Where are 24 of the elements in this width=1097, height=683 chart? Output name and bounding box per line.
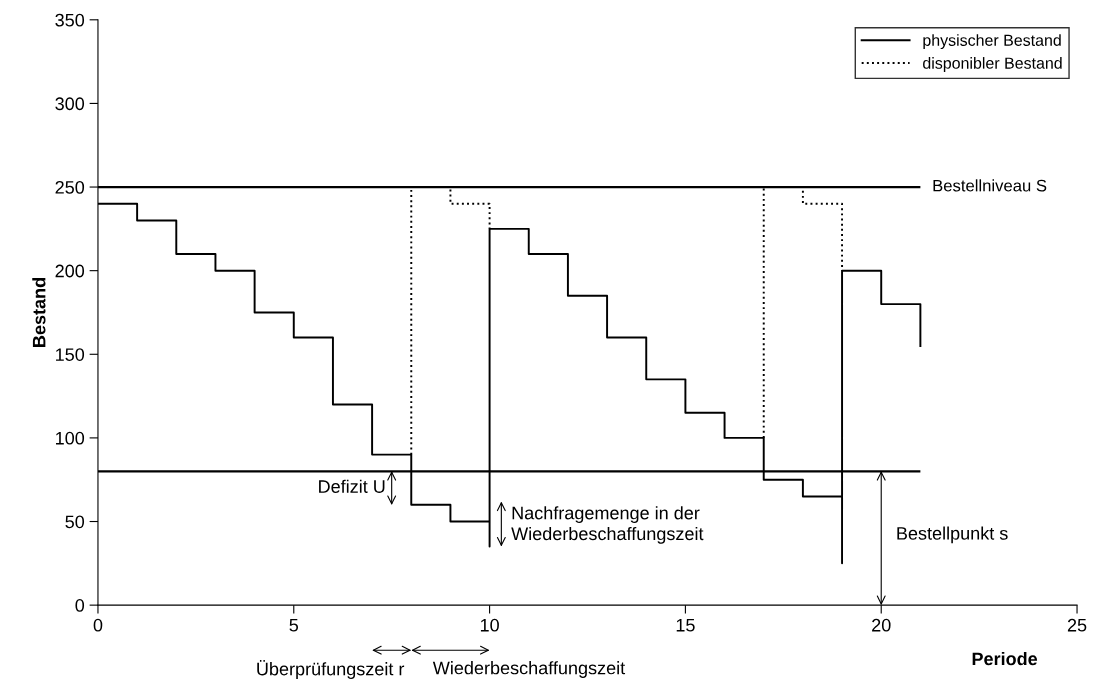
x-tick-label: 10: [480, 618, 499, 632]
y-tick-label: 100: [56, 431, 85, 445]
text: Überprüfungszeit r: [257, 660, 405, 679]
annotation: Bestellpunkt s: [897, 526, 1008, 544]
x-tick-label: 15: [676, 619, 695, 632]
legend-label: disponibler Bestand: [923, 57, 1062, 72]
y-tick-label: 300: [55, 97, 85, 111]
x-tick-label: 20: [872, 618, 891, 632]
legend-label: physischer Bestand: [923, 34, 1061, 50]
y-tick-label: 0: [75, 599, 85, 612]
y-tick-label: 150: [56, 348, 85, 361]
x-tick-label: 0: [93, 618, 103, 632]
annotation: Defizit U: [319, 479, 385, 493]
x-tick-label: 5: [289, 619, 299, 632]
annotation: Nachfragemenge in der Wiederbeschaffungszeit: [511, 506, 704, 544]
x-axis-title: Periode: [972, 651, 1038, 666]
text: Wiederbeschaffungszeit: [432, 661, 626, 678]
y-tick-label: 350: [55, 13, 85, 27]
y-tick-label: 250: [55, 180, 85, 194]
y-axis-title: Bestand: [32, 278, 46, 347]
ref-line-label: Bestellniveau S: [933, 179, 1047, 192]
y-tick-label: 50: [65, 515, 85, 529]
x-tick-label: 25: [1067, 618, 1087, 632]
y-tick-label: 200: [55, 264, 85, 278]
